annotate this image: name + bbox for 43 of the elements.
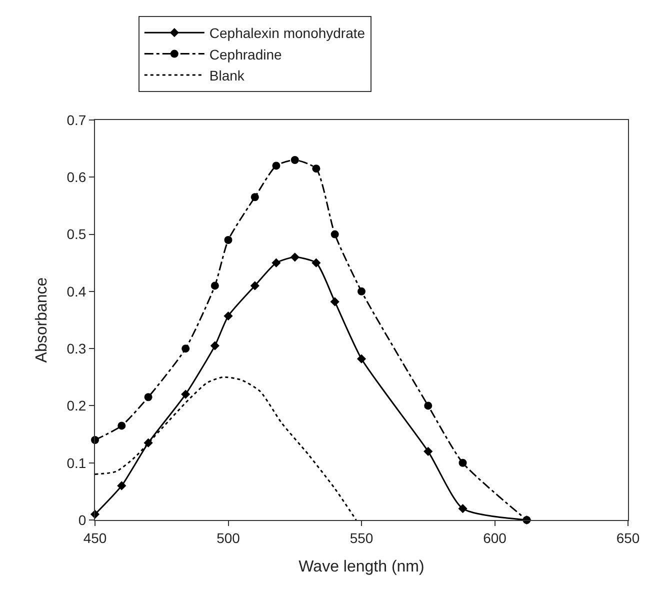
y-tick-label: 0.7 bbox=[66, 112, 86, 128]
point bbox=[290, 156, 299, 164]
y-tick-label: 0.6 bbox=[66, 169, 86, 186]
point bbox=[182, 344, 190, 353]
point bbox=[330, 230, 339, 238]
point bbox=[330, 297, 340, 306]
y-tick-label: 0.2 bbox=[66, 398, 86, 414]
y-tick-label: 0 bbox=[78, 512, 86, 528]
point bbox=[424, 446, 433, 456]
legend-label: Cephradine bbox=[209, 46, 282, 62]
y-tick-label: 0.5 bbox=[66, 226, 86, 242]
point bbox=[224, 236, 232, 244]
point bbox=[290, 252, 300, 262]
legend-label: Blank bbox=[209, 67, 246, 84]
x-tick-label: 600 bbox=[483, 530, 507, 546]
point bbox=[358, 287, 366, 296]
y-tick-label: 0.1 bbox=[66, 454, 86, 471]
x-tick-label: 500 bbox=[216, 530, 240, 546]
x-tick-label: 550 bbox=[350, 530, 374, 546]
point bbox=[312, 164, 320, 173]
point bbox=[458, 458, 467, 467]
x-axis-title: Wave length (nm) bbox=[298, 558, 424, 576]
point bbox=[117, 481, 126, 490]
point bbox=[272, 162, 280, 170]
point bbox=[424, 402, 432, 410]
legend-label: Cephalexin monohydrate bbox=[209, 25, 366, 42]
point bbox=[224, 311, 233, 321]
point bbox=[118, 422, 126, 430]
y-axis-title: Absorbance bbox=[34, 277, 51, 363]
point bbox=[250, 281, 260, 290]
x-tick-label: 650 bbox=[616, 530, 640, 546]
y-tick-label: 0.4 bbox=[66, 283, 86, 300]
point bbox=[250, 193, 259, 202]
point bbox=[356, 354, 366, 364]
point bbox=[210, 341, 220, 350]
y-tick-label: 0.3 bbox=[66, 340, 86, 356]
point bbox=[144, 393, 152, 402]
point bbox=[272, 258, 281, 268]
point bbox=[210, 282, 219, 290]
point bbox=[181, 390, 190, 399]
point bbox=[312, 258, 321, 268]
x-tick-label: 450 bbox=[83, 530, 107, 546]
point bbox=[458, 504, 468, 514]
